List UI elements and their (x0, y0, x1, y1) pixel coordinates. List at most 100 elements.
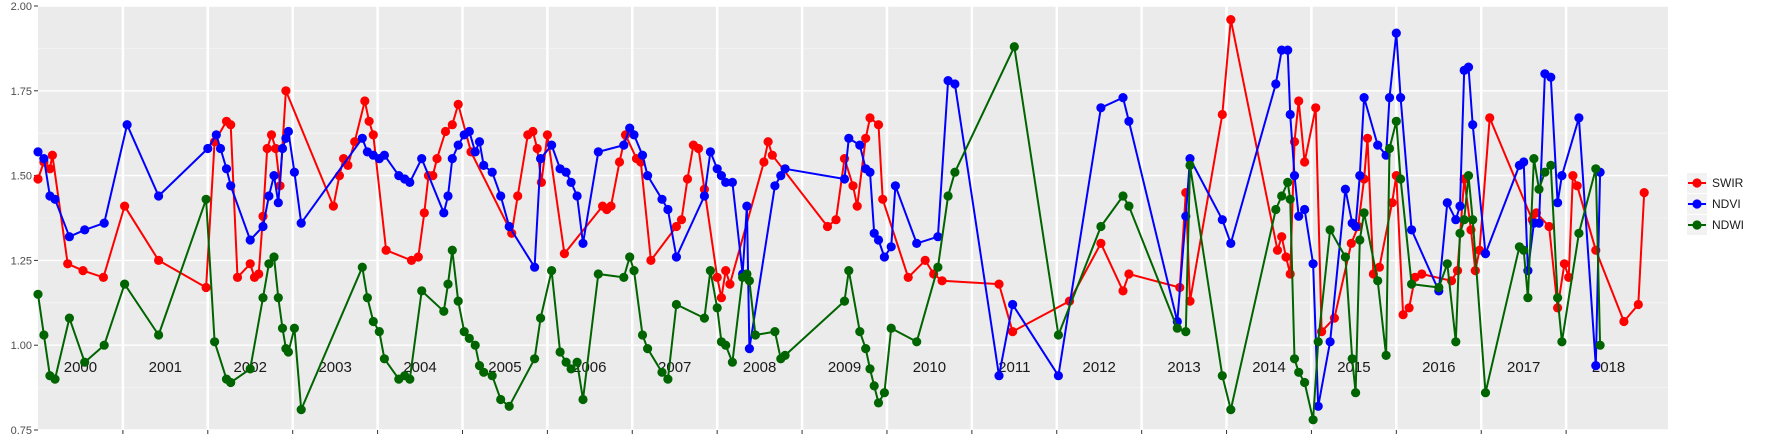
data-point-ndvi (264, 191, 274, 201)
data-point-ndwi (277, 323, 288, 333)
data-point-ndvi (50, 194, 60, 204)
data-point-ndvi (869, 228, 879, 238)
data-point-ndwi (663, 374, 673, 384)
data-point-ndvi (1313, 401, 1323, 411)
data-point-ndvi (1118, 93, 1128, 103)
data-point-ndwi (357, 262, 367, 272)
data-point-ndvi (1546, 72, 1556, 82)
data-point-swir (532, 143, 542, 154)
data-point-swir (1452, 266, 1463, 276)
data-point-swir (1639, 188, 1649, 198)
data-point-ndvi (1283, 45, 1293, 55)
data-point-ndvi (619, 140, 629, 150)
data-point-swir (903, 272, 913, 282)
data-point-ndwi (417, 286, 427, 296)
data-point-ndwi (154, 330, 164, 340)
data-point-ndvi (379, 150, 389, 160)
data-point-ndvi (855, 140, 865, 150)
data-point-ndwi (572, 357, 582, 367)
data-point-swir (381, 245, 391, 255)
data-point-ndwi (1313, 337, 1323, 347)
data-point-ndvi (643, 171, 653, 181)
data-point-ndwi (912, 337, 922, 347)
data-point-ndvi (215, 143, 226, 154)
year-label: 2009 (828, 359, 861, 376)
data-point-ndwi (1172, 323, 1182, 333)
data-point-ndwi (1546, 160, 1556, 170)
data-point-ndvi (289, 167, 299, 177)
data-point-ndwi (1396, 174, 1406, 184)
data-point-swir (266, 130, 277, 140)
data-point-ndvi (912, 238, 922, 248)
data-point-ndvi (886, 242, 896, 252)
data-point-ndvi (770, 181, 780, 191)
data-point-ndvi (1294, 211, 1304, 221)
data-point-ndvi (839, 174, 850, 184)
data-point-ndwi (504, 401, 514, 411)
data-point-ndwi (289, 323, 299, 333)
data-point-ndwi (201, 194, 211, 204)
data-point-ndwi (1540, 167, 1550, 177)
y-tick-label: 1.50 (11, 171, 32, 183)
data-point-swir (33, 174, 43, 184)
data-point-ndvi (1574, 113, 1584, 123)
data-point-ndvi (296, 218, 306, 228)
data-point-ndvi (943, 76, 953, 86)
data-point-ndwi (1096, 221, 1106, 232)
data-point-ndvi (890, 181, 901, 191)
data-point-ndwi (50, 374, 60, 384)
data-point-ndwi (1277, 191, 1287, 201)
data-point-ndwi (1384, 143, 1395, 154)
data-point-ndvi (712, 164, 722, 174)
data-point-ndvi (716, 171, 727, 181)
data-point-ndvi (464, 126, 474, 137)
data-point-ndvi (1534, 218, 1544, 228)
data-point-ndvi (39, 154, 49, 164)
data-point-ndwi (479, 367, 489, 377)
data-point-ndwi (1595, 340, 1605, 350)
data-point-ndwi (561, 357, 571, 367)
year-label: 2010 (913, 359, 946, 376)
data-point-ndvi (1185, 154, 1195, 164)
data-point-ndvi (211, 130, 221, 140)
data-point-swir (447, 120, 457, 130)
data-point-ndvi (1285, 109, 1295, 120)
data-point-ndvi (443, 191, 453, 201)
data-point-ndvi (844, 133, 854, 143)
data-point-swir (873, 120, 884, 130)
data-point-ndvi (470, 147, 480, 157)
x-axis: 2000200120022003200420052006200720082009… (64, 359, 1625, 434)
data-point-swir (368, 130, 378, 140)
year-label: 2013 (1167, 359, 1200, 376)
data-point-ndvi (64, 232, 74, 242)
data-point-ndwi (721, 340, 731, 350)
data-point-swir (45, 164, 55, 174)
data-point-ndwi (873, 398, 884, 408)
year-label: 2018 (1592, 359, 1625, 376)
data-point-swir (614, 157, 625, 167)
y-axis: 0.75 1.00 1.25 1.50 1.75 2.00 (11, 1, 38, 437)
data-point-ndwi (64, 313, 74, 323)
data-point-swir (693, 143, 704, 154)
data-point-ndvi (487, 167, 497, 177)
data-point-ndwi (712, 303, 722, 313)
data-point-ndvi (1325, 337, 1335, 347)
data-point-ndvi (226, 181, 236, 191)
data-point-ndwi (750, 330, 761, 340)
data-point-ndwi (374, 327, 384, 337)
data-point-ndwi (625, 252, 635, 262)
data-point-ndwi (226, 377, 236, 388)
data-point-ndvi (933, 232, 943, 242)
data-point-ndvi (663, 204, 673, 215)
data-point-ndwi (770, 327, 780, 337)
data-point-ndvi (405, 177, 415, 187)
data-point-swir (1294, 96, 1304, 106)
data-point-ndvi (699, 191, 710, 201)
year-label: 2003 (318, 359, 351, 376)
data-point-ndvi (273, 198, 283, 208)
data-point-swir (271, 143, 281, 154)
data-point-ndwi (555, 347, 565, 357)
data-point-ndvi (1359, 93, 1369, 103)
data-point-ndvi (721, 177, 731, 187)
data-point-ndvi (593, 147, 603, 157)
